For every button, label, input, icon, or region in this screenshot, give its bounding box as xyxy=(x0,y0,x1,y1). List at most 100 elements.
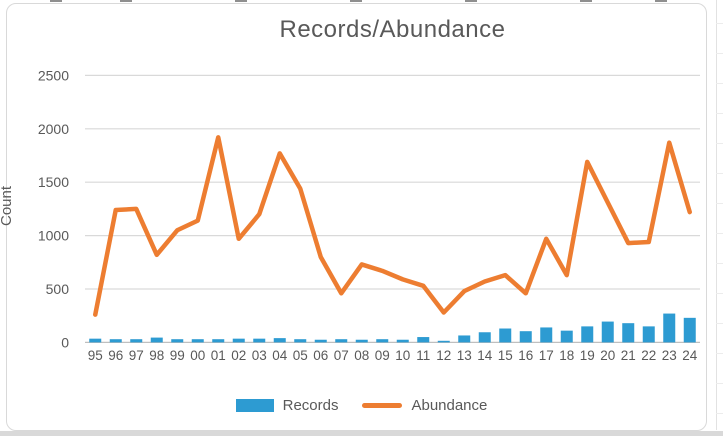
bar-08[interactable] xyxy=(355,339,368,343)
y-tick-label: 2500 xyxy=(38,67,69,83)
bar-96[interactable] xyxy=(109,339,122,343)
x-tick-label-02: 02 xyxy=(231,348,246,363)
worksheet-row-gridline xyxy=(716,383,723,384)
worksheet-row-gridline xyxy=(716,293,723,294)
records-swatch-icon xyxy=(235,398,274,412)
bar-06[interactable] xyxy=(314,339,327,343)
bar-12[interactable] xyxy=(437,340,450,343)
bar-13[interactable] xyxy=(458,335,471,343)
bar-05[interactable] xyxy=(294,339,307,343)
x-tick-label-99: 99 xyxy=(170,348,185,363)
bar-22[interactable] xyxy=(642,326,655,343)
bar-16[interactable] xyxy=(519,331,532,343)
x-tick-label-11: 11 xyxy=(416,348,430,363)
worksheet-row-gridline xyxy=(716,143,723,144)
bar-20[interactable] xyxy=(601,321,614,343)
x-tick-label-05: 05 xyxy=(293,348,308,363)
worksheet-cell-border-tick xyxy=(235,0,247,2)
chart-area[interactable] xyxy=(6,3,707,431)
x-tick-label-12: 12 xyxy=(436,348,451,363)
bar-24[interactable] xyxy=(683,317,696,343)
x-tick-label-08: 08 xyxy=(354,348,369,363)
bar-14[interactable] xyxy=(478,332,491,343)
x-tick-label-06: 06 xyxy=(313,348,328,363)
x-tick-label-19: 19 xyxy=(580,348,595,363)
legend-item-records[interactable]: Records xyxy=(235,396,339,414)
legend-item-abundance[interactable]: Abundance xyxy=(362,397,487,414)
worksheet-row-gridline xyxy=(716,413,723,414)
x-tick-label-21: 21 xyxy=(621,348,636,363)
bar-02[interactable] xyxy=(232,338,245,343)
bar-00[interactable] xyxy=(191,339,204,343)
y-tick-label: 500 xyxy=(46,281,70,297)
bar-19[interactable] xyxy=(581,326,594,343)
x-tick-label-98: 98 xyxy=(149,348,164,363)
x-tick-label-13: 13 xyxy=(457,348,472,363)
legend-label-abundance: Abundance xyxy=(411,396,488,414)
x-tick-label-18: 18 xyxy=(559,348,574,363)
x-tick-label-95: 95 xyxy=(88,348,103,363)
x-tick-label-01: 01 xyxy=(211,348,226,363)
bar-23[interactable] xyxy=(663,313,676,343)
x-tick-label-17: 17 xyxy=(539,348,554,363)
bar-15[interactable] xyxy=(499,328,512,343)
worksheet-row-gridline xyxy=(716,323,723,324)
x-tick-label-24: 24 xyxy=(682,348,698,363)
abundance-swatch-icon xyxy=(362,402,403,408)
bar-04[interactable] xyxy=(273,338,286,343)
worksheet-column-gridline xyxy=(716,0,717,430)
worksheet-cell-border-tick xyxy=(465,0,477,2)
worksheet-row-gridline xyxy=(716,233,723,234)
worksheet-row-gridline xyxy=(716,203,723,204)
x-tick-label-09: 09 xyxy=(375,348,390,363)
bar-17[interactable] xyxy=(540,327,553,343)
bar-01[interactable] xyxy=(212,339,225,343)
worksheet-cell-border-tick xyxy=(350,0,362,2)
bar-07[interactable] xyxy=(335,339,348,343)
bar-11[interactable] xyxy=(417,337,430,343)
x-tick-label-07: 07 xyxy=(334,348,349,363)
bar-10[interactable] xyxy=(396,339,409,343)
x-tick-label-04: 04 xyxy=(272,348,288,363)
bar-03[interactable] xyxy=(253,338,266,343)
bar-97[interactable] xyxy=(130,339,143,343)
worksheet-cell-border-tick xyxy=(580,0,592,2)
worksheet-cell-border-tick xyxy=(120,0,132,2)
y-tick-label: 0 xyxy=(61,334,69,350)
bar-21[interactable] xyxy=(622,323,635,343)
worksheet-row-gridline xyxy=(716,83,723,84)
bar-98[interactable] xyxy=(150,337,163,343)
worksheet-row-gridline xyxy=(716,263,723,264)
x-tick-label-15: 15 xyxy=(498,348,513,363)
worksheet-cell-border-tick xyxy=(50,0,62,2)
x-tick-label-23: 23 xyxy=(662,348,677,363)
abundance-line[interactable] xyxy=(93,135,692,317)
chart-title: Records/Abundance xyxy=(279,16,506,43)
worksheet-cell-border-tick xyxy=(655,0,667,2)
worksheet-row-gridline xyxy=(716,23,723,24)
worksheet-row-gridline xyxy=(716,353,723,354)
bar-95[interactable] xyxy=(89,338,102,343)
x-tick-label-20: 20 xyxy=(600,348,615,363)
worksheet-row-gridline xyxy=(716,53,723,54)
y-tick-label: 2000 xyxy=(38,121,69,137)
bar-18[interactable] xyxy=(560,330,573,343)
legend-label-records: Records xyxy=(282,396,339,414)
legend: Records Abundance xyxy=(0,392,723,418)
bar-09[interactable] xyxy=(376,339,389,343)
x-tick-label-14: 14 xyxy=(477,348,493,363)
x-tick-label-96: 96 xyxy=(108,348,123,363)
y-tick-label: 1000 xyxy=(38,228,69,244)
y-tick-label: 1500 xyxy=(38,174,69,190)
worksheet-row-gridline xyxy=(716,173,723,174)
window-bottom-edge xyxy=(0,431,723,436)
x-tick-label-16: 16 xyxy=(518,348,533,363)
bar-99[interactable] xyxy=(171,339,184,343)
x-tick-label-00: 00 xyxy=(190,348,205,363)
x-tick-label-22: 22 xyxy=(641,348,656,363)
worksheet-row-gridline xyxy=(716,113,723,114)
x-tick-label-03: 03 xyxy=(252,348,267,363)
x-tick-label-10: 10 xyxy=(395,348,410,363)
